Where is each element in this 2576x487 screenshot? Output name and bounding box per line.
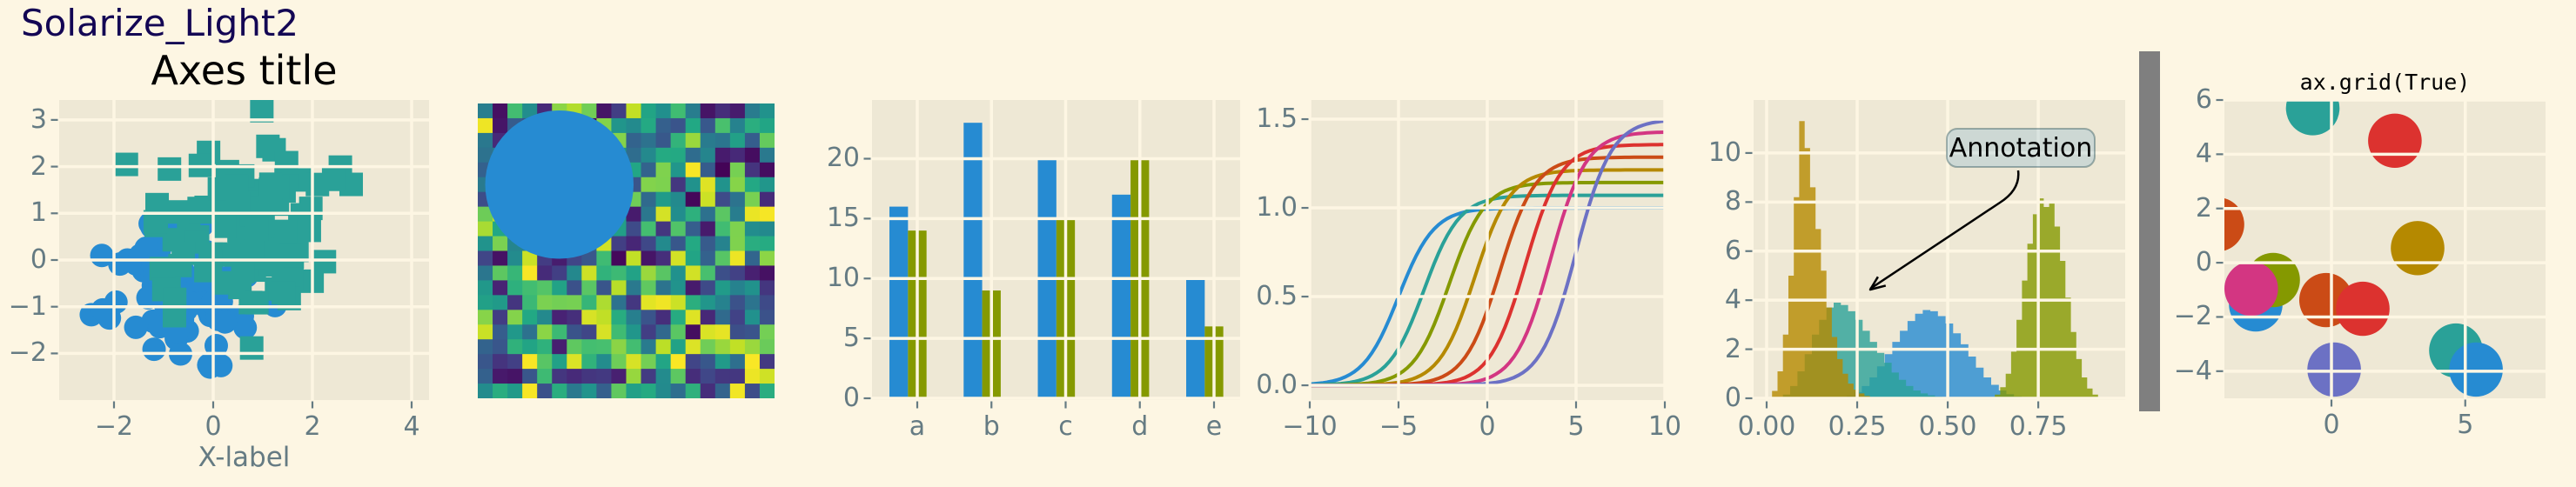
histogram-axes-ytick: 10 xyxy=(1707,137,1741,168)
scatter-axes-ytick: 1 xyxy=(30,197,47,229)
colored-circle xyxy=(2307,342,2361,397)
colored-circles-axes-ticks xyxy=(2216,98,2466,407)
sigmoid-axes-ytick: 1.5 xyxy=(1256,103,1298,134)
bar-axes-ytick: 0 xyxy=(842,382,860,413)
colored-circles-axes-ytick: 4 xyxy=(2195,138,2212,170)
scatter-series-square xyxy=(114,100,364,360)
histogram-axes-ticks xyxy=(1745,151,2040,409)
annotation-arrow xyxy=(1869,170,2020,290)
sigmoid-axes-xtick: −10 xyxy=(1282,411,1338,442)
scatter-axes-ytick: −1 xyxy=(8,290,47,322)
bar-axes-ytick: 5 xyxy=(842,322,860,353)
scatter-axes-ytick: −2 xyxy=(8,337,47,369)
colored-circle xyxy=(2336,281,2390,337)
histogram-axes-xtick: 0.00 xyxy=(1737,411,1796,442)
scatter-axes-ytick: 0 xyxy=(30,244,47,275)
colored-circles-axes-ytick: −2 xyxy=(2173,301,2212,332)
colored-circle xyxy=(2368,113,2422,168)
scatter-axes-xtick: 0 xyxy=(205,411,222,442)
bar-axes-xtick: e xyxy=(1205,411,1223,442)
colored-circle xyxy=(2224,197,2244,251)
figure-title: Solarize_Light2 xyxy=(21,2,299,44)
scatter-axes xyxy=(79,100,364,379)
scatter-axes-ticks xyxy=(50,118,413,409)
histogram-axes-grid xyxy=(1754,100,2125,400)
colored-circles-axes-xtick: 0 xyxy=(2323,410,2340,440)
bar-axes-xtick: b xyxy=(983,411,1000,442)
bar-axes-ytick: 10 xyxy=(826,263,860,294)
grid-demo-title: ax.grid(True) xyxy=(2299,70,2471,95)
bar-axes-ytick: 15 xyxy=(826,203,860,234)
image-axes xyxy=(478,103,775,398)
bar-axes-xtick: c xyxy=(1058,411,1073,442)
sigmoid-axes-grid xyxy=(1308,100,1667,400)
histogram-axes-ytick: 6 xyxy=(1724,235,1741,266)
bar-axes-xtick: a xyxy=(909,411,926,442)
colored-circle xyxy=(2285,100,2340,136)
colored-circles-axes-grid xyxy=(2224,98,2546,398)
colored-circle xyxy=(2391,221,2445,276)
sigmoid-axes-xtick: 0 xyxy=(1479,411,1496,442)
bar-axes-xtick: d xyxy=(1131,411,1149,442)
colored-circles-axes-xtick: 5 xyxy=(2457,410,2474,440)
annotation-arrow-head xyxy=(1868,276,1887,291)
divider-bar xyxy=(2139,51,2160,411)
sigmoid-axes-ticks xyxy=(1301,117,1667,409)
scatter-axes-xtick: 2 xyxy=(304,411,321,442)
scatter-axes-xtick: −2 xyxy=(94,411,134,442)
scatter-axes-ytick: 2 xyxy=(30,150,47,182)
colored-circles-axes-ytick: 0 xyxy=(2195,246,2212,277)
histogram-axes-ytick: 2 xyxy=(1724,333,1741,364)
colored-circles-axes-ytick: 6 xyxy=(2195,83,2212,115)
bar-axes-ticks xyxy=(863,157,1216,409)
sigmoid-axes-xtick: −5 xyxy=(1379,411,1419,442)
sigmoid-axes-xtick: 5 xyxy=(1567,411,1585,442)
scatter-axes-grid xyxy=(59,100,429,400)
colored-circles-axes-ytick: −4 xyxy=(2173,355,2212,386)
sigmoid-axes-ytick: 0.5 xyxy=(1256,280,1298,311)
axes-title: Axes title xyxy=(151,47,338,94)
sigmoid-axes-ytick: 1.0 xyxy=(1256,191,1298,223)
sigmoid-axes-xtick: 10 xyxy=(1647,411,1682,442)
bar-axes-grid xyxy=(872,100,1240,400)
colored-circle xyxy=(2224,261,2278,317)
colored-circle xyxy=(2449,342,2503,397)
histogram-axes-ytick: 4 xyxy=(1724,284,1741,315)
histogram-axes-xtick: 0.50 xyxy=(1918,411,1977,442)
colored-circles-axes-ytick: 2 xyxy=(2195,192,2212,223)
annotation-text: Annotation xyxy=(1949,132,2093,163)
scatter-axes-xtick: 4 xyxy=(403,411,420,442)
bar-axes-ytick: 20 xyxy=(826,143,860,174)
scatter-axes-ytick: 3 xyxy=(30,103,47,135)
histogram-axes-ytick: 0 xyxy=(1724,382,1741,413)
circle-patch xyxy=(485,110,634,259)
histogram-axes-xtick: 0.75 xyxy=(2009,411,2068,442)
colored-circles-axes xyxy=(2224,100,2503,397)
histogram-axes-xtick: 0.25 xyxy=(1828,411,1887,442)
x-axis-label: X-label xyxy=(198,442,291,473)
histogram-axes-ytick: 8 xyxy=(1724,186,1741,217)
annotation-box xyxy=(1946,128,2096,168)
sigmoid-axes-ytick: 0.0 xyxy=(1256,369,1298,400)
histogram-beta(6,55) xyxy=(1772,121,1870,399)
